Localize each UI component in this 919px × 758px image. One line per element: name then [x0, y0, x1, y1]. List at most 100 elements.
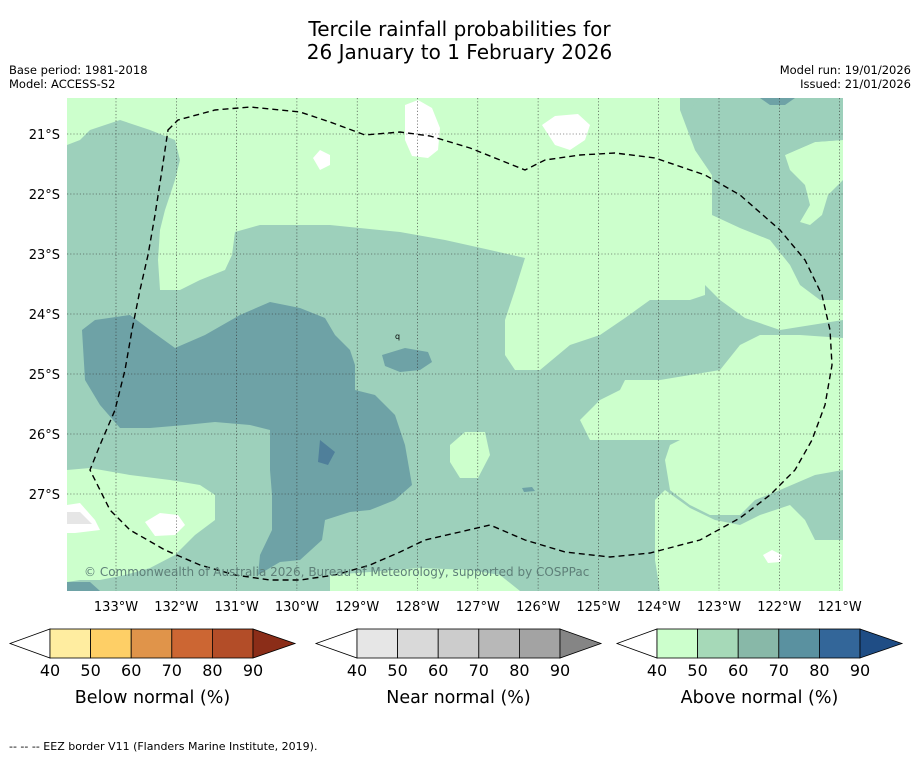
probability-region-dark-corner	[67, 582, 100, 591]
colorbar-tick-label: 90	[550, 661, 570, 680]
colorbar-tick-label: 70	[469, 661, 489, 680]
colorbar-tick-label: 40	[647, 661, 667, 680]
colorbar-segment	[437, 628, 480, 659]
colorbar-tick-label: 50	[80, 661, 100, 680]
colorbar-tick-label: 80	[809, 661, 829, 680]
map-gridlines	[67, 98, 843, 591]
metadata-left: Base period: 1981-2018 Model: ACCESS-S2	[9, 63, 148, 91]
colorbar-extend-high	[859, 628, 904, 659]
map-small-label: q	[395, 332, 400, 341]
metadata-right: Model run: 19/01/2026 Issued: 21/01/2026	[780, 63, 911, 91]
probability-region-light-east	[580, 335, 843, 515]
probability-region-light-northeast	[785, 140, 843, 225]
colorbar-tick-label: 50	[687, 661, 707, 680]
colorbar-tick-label: 50	[387, 661, 407, 680]
colorbar-tick-label: 80	[509, 661, 529, 680]
colorbar-tick-label: 70	[162, 661, 182, 680]
colorbar-title: Above normal (%)	[681, 688, 839, 708]
colorbar-segment	[356, 628, 398, 659]
colorbar-extend-low	[615, 628, 658, 659]
latitude-label: 22°S	[29, 188, 60, 203]
colorbar-tick-label: 40	[347, 661, 367, 680]
colorbar-segment	[49, 628, 91, 659]
model-run-text: Model run: 19/01/2026	[779, 63, 911, 77]
colorbar-tick-label: 70	[769, 661, 789, 680]
no-signal-patch-3	[313, 150, 330, 170]
colorbar-segment	[819, 628, 861, 659]
no-signal-patch-2	[542, 114, 590, 150]
longitude-label: 121°W	[818, 600, 862, 615]
model-text: Model: ACCESS-S2	[9, 77, 116, 91]
latitude-label: 21°S	[29, 128, 60, 143]
probability-region-light-center	[450, 432, 490, 478]
longitude-label: 131°W	[215, 600, 259, 615]
colorbar-tick-label: 80	[202, 661, 222, 680]
colorbar-2: 40 50 60 70 80 90 Near normal (%)	[314, 628, 603, 708]
colorbar-tick-label: 90	[850, 661, 870, 680]
longitude-label: 123°W	[697, 600, 741, 615]
longitude-labels: 133°W 132°W 131°W 130°W 129°W 128°W 127°W 126°W…	[94, 600, 862, 615]
probability-region-light-north	[100, 98, 843, 370]
colorbar-segment	[656, 628, 698, 659]
latitude-label: 26°S	[29, 428, 60, 443]
colorbar-segment	[397, 628, 439, 659]
colorbar-tick-label: 60	[428, 661, 448, 680]
probability-region-mid-east	[690, 98, 843, 205]
no-signal-patch-4	[145, 513, 185, 536]
colorbar-extend-low	[314, 628, 358, 659]
issued-text: Issued: 21/01/2026	[800, 77, 911, 91]
longitude-label: 128°W	[395, 600, 439, 615]
near-normal-patch	[67, 512, 92, 524]
colorbar-tick-label: 60	[121, 661, 141, 680]
colorbar-segment	[171, 628, 213, 659]
longitude-label: 127°W	[456, 600, 500, 615]
latitude-label: 25°S	[29, 368, 60, 383]
colorbar-segment	[697, 628, 739, 659]
map-area[interactable]: © Commonwealth of Australia 2026, Bureau…	[67, 98, 843, 591]
colorbar-segment	[90, 628, 132, 659]
chart-title: Tercile rainfall probabilities for 26 Ja…	[0, 18, 919, 64]
colorbar-segment	[211, 628, 254, 659]
footer-note: -- -- -- EEZ border V11 (Flanders Marine…	[9, 740, 318, 753]
base-period-text: Base period: 1981-2018	[9, 63, 148, 77]
title-line-2: 26 January to 1 February 2026	[306, 40, 613, 64]
colorbar-segment	[737, 628, 780, 659]
probability-region-light-southeast	[665, 435, 755, 515]
colorbar-tick-label: 40	[40, 661, 60, 680]
longitude-label: 130°W	[275, 600, 319, 615]
eez-border	[89, 106, 833, 581]
colorbar-tick-label: 90	[243, 661, 263, 680]
no-signal-patch-6	[763, 550, 782, 563]
latitude-label: 23°S	[29, 248, 60, 263]
probability-region-light-west	[67, 98, 120, 145]
colorbar-segment	[778, 628, 820, 659]
colorbar-title: Near normal (%)	[386, 688, 531, 708]
latitude-label: 27°S	[29, 488, 60, 503]
above-normal-speck	[522, 487, 535, 492]
longitude-label: 132°W	[154, 600, 198, 615]
title-line-1: Tercile rainfall probabilities for	[308, 17, 611, 41]
longitude-label: 125°W	[576, 600, 620, 615]
colorbars: 40 50 60 70 80 90 Below normal (%) 40 50 60 70 80 90…	[8, 628, 904, 708]
longitude-label: 129°W	[335, 600, 379, 615]
probability-region-darkest	[318, 440, 335, 465]
no-signal-patch-1	[405, 100, 440, 158]
colorbar-title: Below normal (%)	[75, 688, 230, 708]
probability-region-light-south	[655, 490, 843, 591]
colorbar-extend-high	[252, 628, 297, 659]
colorbar-segment	[519, 628, 561, 659]
probability-region-dark-nub	[760, 98, 795, 105]
probability-region-dark	[82, 302, 412, 575]
longitude-label: 126°W	[516, 600, 560, 615]
colorbar-segment	[478, 628, 520, 659]
latitude-label: 24°S	[29, 308, 60, 323]
colorbar-3: 40 50 60 70 80 90 Above normal (%)	[615, 628, 904, 708]
colorbar-segment	[130, 628, 173, 659]
colorbar-1: 40 50 60 70 80 90 Below normal (%)	[8, 628, 297, 708]
longitude-label: 122°W	[757, 600, 801, 615]
probability-region-light-bottom	[330, 568, 520, 591]
longitude-label: 133°W	[94, 600, 138, 615]
colorbar-extend-high	[559, 628, 603, 659]
colorbar-extend-low	[8, 628, 51, 659]
